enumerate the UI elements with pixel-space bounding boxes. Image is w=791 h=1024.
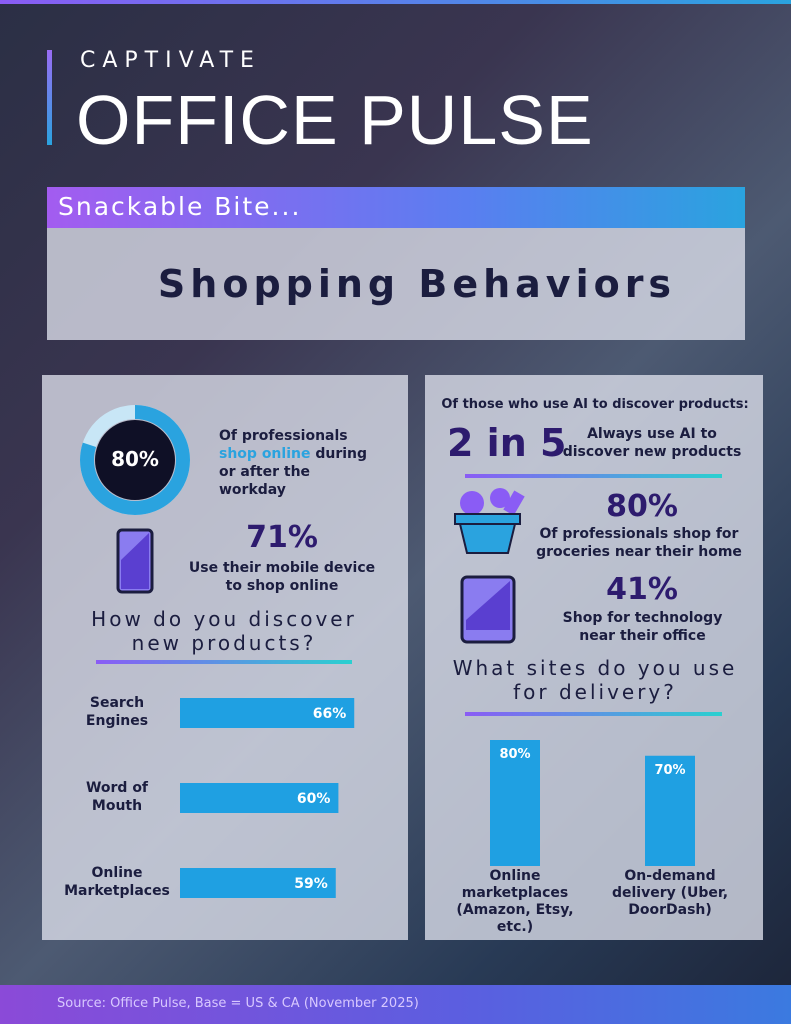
phone-icon (116, 528, 154, 594)
tag: Snackable Bite... (58, 192, 302, 221)
category-label: Word of Mouth (85, 780, 149, 814)
bar (490, 740, 540, 866)
category-label: Online marketplaces (Amazon, Etsy, etc.) (456, 868, 574, 935)
highlight: shop online (219, 446, 311, 462)
value-label: 66% (313, 706, 347, 722)
value-label: 70% (654, 763, 685, 778)
top-border (0, 0, 791, 4)
donut-label: 80% (111, 447, 159, 471)
topic-box (47, 228, 745, 340)
bar (180, 868, 336, 898)
text: during or after the workday (219, 446, 368, 498)
tag-band (47, 187, 745, 228)
footer: Source: Office Pulse, Base = US & CA (No… (57, 996, 419, 1011)
chart-title: What sites do you use for delivery? (452, 656, 738, 704)
value-label: 80% (499, 747, 530, 762)
donut-center (95, 420, 175, 500)
stat-text: Of professionals shop for groceries near… (536, 526, 742, 560)
brand: CAPTIVATE (80, 48, 261, 73)
value-label: 60% (297, 791, 331, 807)
right-panel (425, 375, 763, 940)
text: Of professionals (219, 428, 348, 444)
tablet-icon (460, 575, 516, 644)
category-label: On-demand delivery (Uber, DoorDash) (611, 868, 729, 918)
divider (465, 712, 722, 716)
footer-band (0, 985, 791, 1024)
bar (180, 698, 355, 728)
basket-icon (454, 488, 525, 554)
category-label: Online Marketplaces (64, 865, 170, 899)
category-label: Search Engines (85, 695, 149, 729)
bar (180, 783, 339, 813)
stat-text: Use their mobile device to shop online (188, 560, 376, 594)
stat: 71% (246, 520, 318, 555)
intro: Of those who use AI to discover products… (441, 397, 749, 412)
stat-text: Always use AI to discover new products (562, 426, 742, 460)
title: OFFICE PULSE (76, 81, 594, 159)
accent-bar (47, 50, 52, 145)
bar (645, 755, 695, 866)
chart-title: How do you discover new products? (91, 607, 357, 655)
topic: Shopping Behaviors (157, 262, 677, 306)
donut-arc (80, 405, 190, 515)
stat: 41% (606, 572, 678, 607)
divider (96, 660, 352, 664)
donut-text: Of professionals shop online during or a… (219, 427, 379, 499)
divider (465, 474, 722, 478)
value-label: 59% (294, 876, 328, 892)
stat-text: Shop for technology near their office (562, 610, 723, 644)
stat: 2 in 5 (447, 421, 567, 465)
stat: 80% (606, 489, 678, 524)
